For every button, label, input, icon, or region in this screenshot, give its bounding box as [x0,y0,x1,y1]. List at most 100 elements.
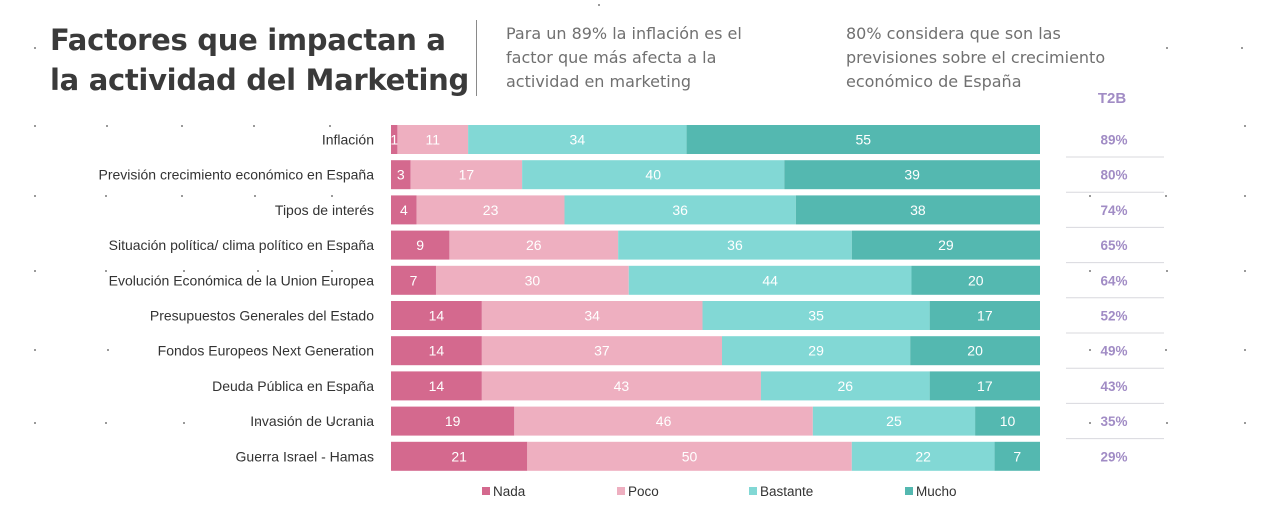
data-label-poco-3: 23 [483,202,499,218]
data-label-mucho-2: 39 [904,167,920,183]
t2b-value-8: 43% [1100,379,1127,394]
decor-dot-37 [257,422,259,424]
decor-dot-11 [34,195,36,197]
data-label-mucho-4: 29 [938,237,954,253]
bar-segment-mucho-6 [929,301,1040,330]
decor-dot-4 [598,4,600,6]
bar-segment-bastante-10 [851,441,995,471]
decor-dot-36 [183,422,185,424]
decor-dot-10 [1244,125,1246,127]
bar-segment-poco-3 [416,195,565,225]
decor-dot-31 [1089,349,1091,351]
bar-segment-mucho-1 [686,125,1040,154]
decor-dot-25 [1166,270,1168,272]
decor-dot-27 [34,349,36,351]
bar-segment-mucho-4 [851,230,1040,260]
decor-dot-28 [107,349,109,351]
header-divider [476,20,477,96]
data-label-poco-8: 43 [614,378,630,394]
category-label-fondos-europeos-next-generation: Fondos Europeos Next Generation [158,343,374,359]
category-label-prevision-crecimiento-economico-en-espana: Previsión crecimiento económico en Españ… [99,167,375,183]
data-label-nada-9: 19 [445,413,461,429]
data-label-nada-4: 9 [416,237,424,253]
data-label-nada-2: 3 [397,167,405,183]
data-label-poco-5: 30 [525,272,541,288]
bar-segment-nada-3 [391,195,417,225]
decor-dot-2 [1166,47,1168,49]
decor-dot-7 [181,125,183,127]
legend-swatch-nada [482,487,490,495]
decor-dot-24 [1089,270,1091,272]
bar-segment-poco-2 [410,160,523,190]
data-label-bastante-2: 40 [645,167,661,183]
decor-dot-20 [105,270,107,272]
bar-segment-bastante-1 [468,125,687,154]
data-label-nada-8: 14 [429,378,445,394]
t2b-value-9: 35% [1100,414,1127,429]
category-label-presupuestos-generales-del-estado: Presupuestos Generales del Estado [150,308,374,324]
t2b-header: T2B [1097,90,1127,107]
data-label-bastante-8: 26 [838,378,854,394]
bar-segment-mucho-3 [795,195,1040,225]
bar-segment-poco-10 [527,441,852,471]
chart-title: Factores que impactan a la actividad del… [50,23,469,97]
bar-segment-bastante-6 [702,301,930,330]
bar-segment-nada-7 [391,336,482,366]
legend-label-mucho: Mucho [916,484,957,499]
bar-segment-nada-2 [391,160,411,190]
category-label-inflacion: Inflación [322,132,374,148]
bar-segment-nada-1 [391,125,398,154]
bar-segment-mucho-10 [994,441,1040,471]
bar-segment-bastante-4 [618,230,852,260]
decor-dot-23 [331,270,333,272]
bar-segment-poco-6 [481,301,703,330]
bar-segment-poco-8 [481,371,761,401]
data-label-mucho-8: 17 [977,378,993,394]
category-label-deuda-publica-en-espana: Deuda Pública en España [212,378,374,394]
bar-segment-bastante-8 [760,371,930,401]
decor-dot-30 [331,349,333,351]
decor-dot-39 [1089,422,1091,424]
data-label-nada-1: 1 [390,132,398,148]
decor-dot-19 [34,270,36,272]
data-label-nada-6: 14 [429,308,445,324]
insight-note-growth: 80% considera que son las previsiones so… [846,24,1106,91]
bar-segment-poco-5 [435,265,629,295]
decor-dot-40 [1166,422,1168,424]
data-label-bastante-5: 44 [762,272,778,288]
data-label-poco-10: 50 [682,448,698,464]
decor-dot-14 [254,195,256,197]
decor-dot-29 [257,349,259,351]
bar-segment-bastante-3 [564,195,796,225]
decor-dot-16 [1089,195,1091,197]
data-label-poco-1: 11 [425,132,440,148]
data-label-mucho-6: 17 [977,308,993,324]
bar-segment-bastante-5 [628,265,912,295]
data-label-nada-10: 21 [451,448,467,464]
legend: Nada Poco Bastante Mucho [482,484,957,499]
data-label-mucho-9: 10 [1000,413,1016,429]
legend-swatch-mucho [905,487,913,495]
bar-segment-bastante-7 [721,336,911,366]
data-label-bastante-6: 35 [808,308,824,324]
bar-segment-mucho-7 [910,336,1040,366]
data-label-mucho-10: 7 [1013,448,1021,464]
data-label-bastante-9: 25 [886,413,902,429]
decor-dot-8 [253,125,255,127]
bar-segment-bastante-2 [522,160,785,190]
decor-dot-15 [331,195,333,197]
decor-dot-26 [1244,270,1246,272]
data-label-poco-4: 26 [526,237,542,253]
t2b-value-3: 74% [1100,203,1127,218]
data-label-nada-7: 14 [429,343,445,359]
data-label-poco-2: 17 [459,167,475,183]
decor-dot-41 [1244,422,1246,424]
data-label-bastante-4: 36 [727,237,743,253]
data-label-mucho-7: 20 [967,343,983,359]
bar-segment-poco-9 [514,406,813,436]
data-label-bastante-10: 22 [915,448,931,464]
t2b-column: 89% 80% 74% 65% 64% 52% 49% 43% 35% 29% [1066,133,1164,464]
decor-dot-6 [106,125,108,127]
category-label-guerra-israel-hamas: Guerra Israel - Hamas [236,448,374,464]
